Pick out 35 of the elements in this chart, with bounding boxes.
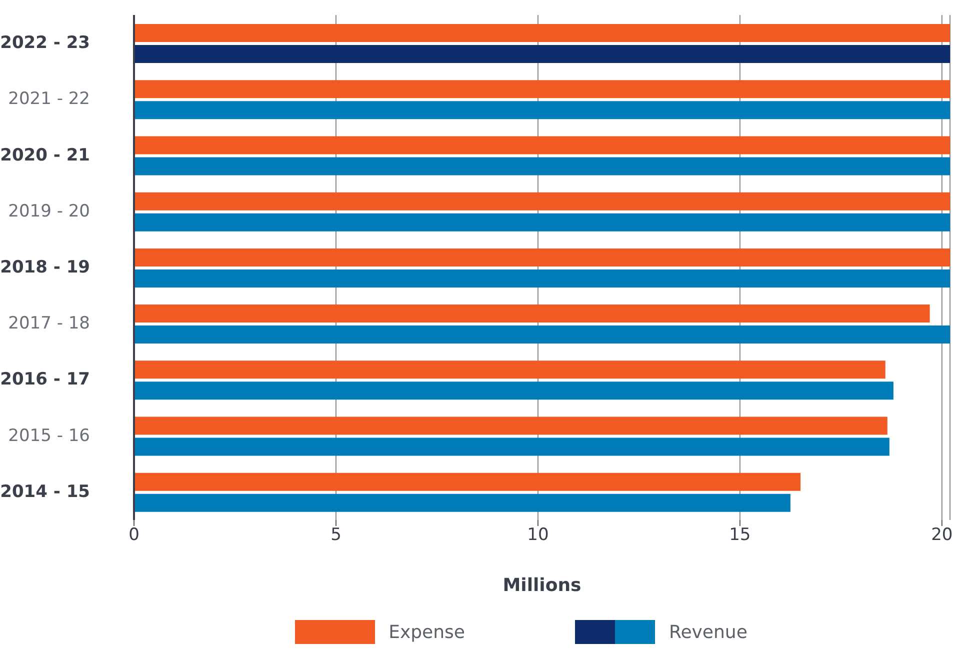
y-tick-label: 2018 - 19	[0, 258, 90, 278]
bar	[134, 472, 801, 491]
bar	[134, 382, 894, 400]
y-tick-label: 2019 - 20	[8, 201, 90, 222]
bar	[134, 269, 950, 288]
bar	[134, 326, 950, 344]
x-tick-label: 20	[931, 525, 953, 546]
bar	[134, 438, 890, 456]
bar	[134, 192, 950, 210]
bar	[134, 24, 950, 42]
bar	[134, 80, 950, 98]
y-tick-label: 2022 - 23	[0, 33, 90, 54]
bar	[134, 213, 950, 232]
x-axis-title: Millions	[502, 574, 582, 596]
bar	[134, 304, 930, 323]
bar	[134, 494, 790, 512]
x-tick-label: 5	[330, 525, 342, 546]
x-tick-label: 0	[128, 525, 140, 546]
legend-label: Expense	[388, 622, 465, 642]
y-tick-label: 2016 - 17	[0, 370, 90, 390]
legend-label: Revenue	[669, 622, 748, 642]
bar	[134, 416, 888, 435]
x-tick-label: 10	[527, 525, 549, 546]
y-tick-label: 2017 - 18	[8, 314, 90, 334]
y-tick-label: 2020 - 21	[0, 145, 90, 166]
x-tick-label: 15	[729, 525, 751, 546]
y-tick-label: 2021 - 22	[8, 89, 90, 110]
y-tick-label: 2014 - 15	[0, 482, 90, 502]
bar	[134, 248, 950, 266]
bar	[134, 157, 950, 176]
bar	[134, 45, 950, 63]
bar	[134, 136, 950, 154]
bar	[134, 360, 886, 379]
bar	[134, 101, 950, 120]
y-tick-label: 2015 - 16	[8, 426, 90, 446]
